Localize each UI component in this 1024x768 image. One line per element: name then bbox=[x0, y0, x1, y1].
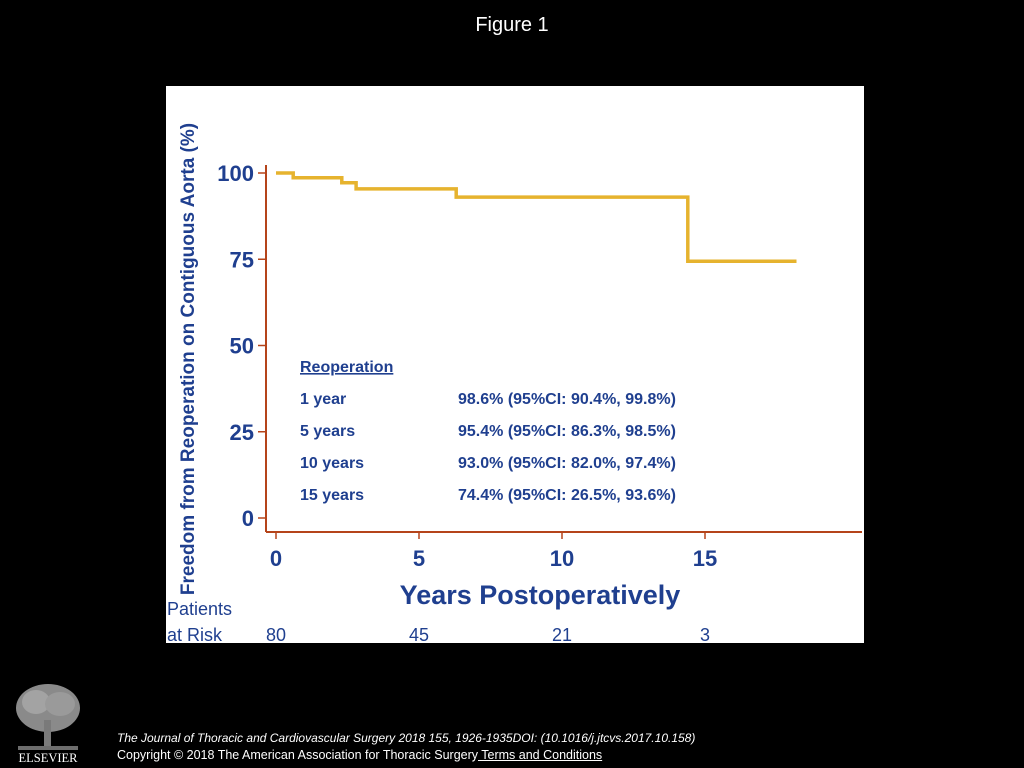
annotation-row-label: 15 years bbox=[300, 487, 364, 504]
annotation-row-value: 93.0% (95%CI: 82.0%, 97.4%) bbox=[458, 455, 676, 472]
figure-title: Figure 1 bbox=[475, 14, 549, 36]
annotation-row-label: 10 years bbox=[300, 455, 364, 472]
curve-layer bbox=[276, 171, 797, 264]
y-tick-label: 0 bbox=[242, 506, 254, 531]
patients-at-risk: Patients at Risk 80 45 21 3 bbox=[167, 599, 710, 643]
x-tick-label: 15 bbox=[693, 546, 717, 571]
annotation-row-label: 5 years bbox=[300, 423, 355, 440]
y-tick-label: 75 bbox=[230, 247, 254, 272]
survival-curve bbox=[276, 171, 797, 264]
y-tick-label: 50 bbox=[230, 334, 254, 359]
km-chart: 100 75 50 25 00 5 10 15 Freedom from Reoperatio… bbox=[167, 123, 862, 643]
x-axis-label: Years Postoperatively bbox=[400, 580, 681, 610]
y-axis-label: Freedom from Reoperation on Contiguous A… bbox=[178, 123, 199, 595]
x-tick-label: 5 bbox=[413, 546, 425, 571]
annotation-heading: Reoperation bbox=[300, 359, 393, 376]
x-tick-label: 10 bbox=[550, 546, 574, 571]
annotation-row-value: 98.6% (95%CI: 90.4%, 99.8%) bbox=[458, 391, 676, 408]
at-risk-count: 45 bbox=[409, 625, 429, 643]
x-tick-label: 0 bbox=[270, 546, 282, 571]
annotation-row-label: 1 year bbox=[300, 391, 346, 408]
copyright-text: Copyright © 2018 The American Associatio… bbox=[117, 748, 479, 762]
at-risk-count: 80 bbox=[266, 625, 286, 643]
annotation-table: Reoperation 1 year 98.6% (95%CI: 90.4%, … bbox=[300, 359, 676, 504]
terms-and-conditions-link[interactable]: Terms and Conditions bbox=[478, 748, 603, 762]
elsevier-tree-logo-icon: ELSEVIER bbox=[8, 680, 88, 765]
chart-panel: 100 75 50 25 0 0 5 10 15 Freedom from Reoperatio… bbox=[166, 86, 864, 643]
citation-text: The Journal of Thoracic and Cardiovascul… bbox=[117, 731, 696, 745]
at-risk-label-line1: Patients bbox=[167, 599, 232, 619]
at-risk-label-line2: at Risk bbox=[167, 625, 223, 643]
at-risk-count: 3 bbox=[700, 625, 710, 643]
annotation-row-value: 74.4% (95%CI: 26.5%, 93.6%) bbox=[458, 487, 676, 504]
annotation-row-value: 95.4% (95%CI: 86.3%, 98.5%) bbox=[458, 423, 676, 440]
logo-wordmark: ELSEVIER bbox=[18, 751, 78, 765]
y-tick-label: 100 bbox=[217, 161, 254, 186]
y-tick-label: 25 bbox=[230, 420, 254, 445]
copyright-line: Copyright © 2018 The American Associatio… bbox=[117, 748, 602, 762]
at-risk-count: 21 bbox=[552, 625, 572, 643]
axes-layer: 100 75 50 25 00 5 10 15 bbox=[217, 161, 862, 571]
at-risk-counts: 80 45 21 3 bbox=[266, 625, 710, 643]
